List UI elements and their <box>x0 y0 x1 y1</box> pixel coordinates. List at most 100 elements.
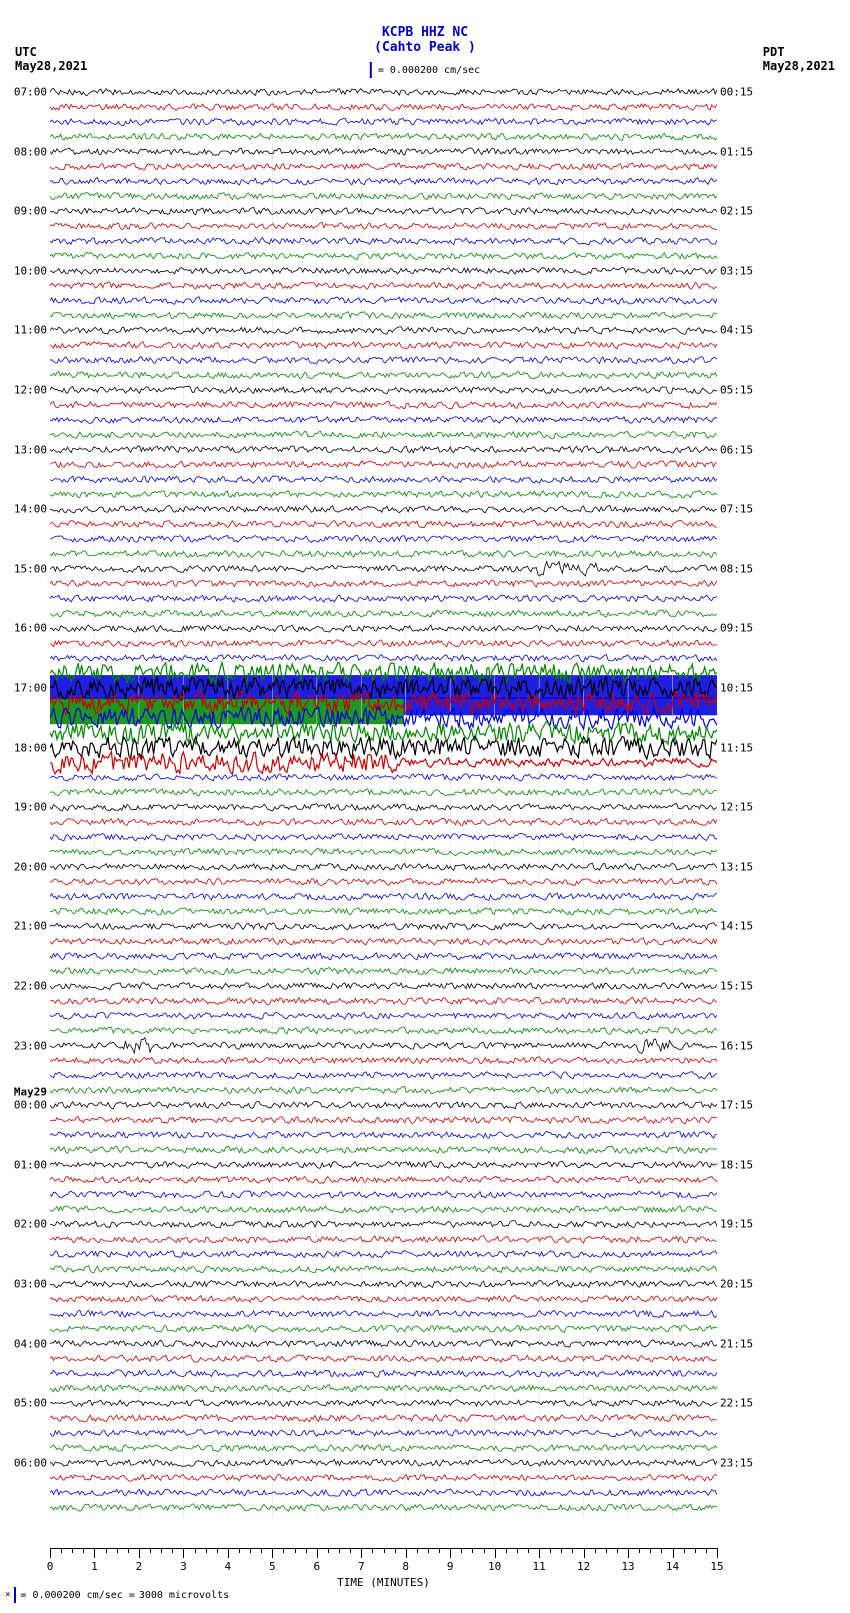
seismogram-trace <box>50 252 717 259</box>
x-tick-minor <box>439 1548 440 1553</box>
right-hour-label: 16:15 <box>717 1039 753 1052</box>
x-tick-minor <box>472 1548 473 1553</box>
seismogram-trace <box>50 655 717 662</box>
x-tick-major <box>495 1548 496 1558</box>
scale-bar-text: = 0.000200 cm/sec <box>378 65 480 76</box>
x-tick-major <box>673 1548 674 1558</box>
footer-tick: × <box>5 1590 10 1600</box>
left-hour-label: 16:00 <box>14 622 50 635</box>
x-tick-label: 4 <box>225 1560 232 1573</box>
x-tick-minor <box>461 1548 462 1553</box>
seismogram-trace <box>50 1340 717 1347</box>
x-tick-minor <box>517 1548 518 1553</box>
seismogram-trace <box>50 789 717 796</box>
right-hour-label: 21:15 <box>717 1337 753 1350</box>
x-tick-minor <box>417 1548 418 1553</box>
seismogram-trace <box>50 1296 717 1303</box>
left-hour-label: 20:00 <box>14 860 50 873</box>
seismogram-trace <box>50 1146 717 1153</box>
station-name: (Cahto Peak ) <box>0 40 850 55</box>
left-hour-label: 05:00 <box>14 1397 50 1410</box>
x-tick-major <box>228 1548 229 1558</box>
left-hour-label: 07:00 <box>14 86 50 99</box>
seismogram-trace <box>50 938 717 945</box>
seismogram-trace <box>50 431 717 438</box>
x-tick-minor <box>206 1548 207 1553</box>
seismogram-trace <box>50 327 717 334</box>
right-hour-label: 11:15 <box>717 741 753 754</box>
seismogram-trace <box>50 491 717 498</box>
x-tick-label: 8 <box>402 1560 409 1573</box>
scale-bar: = 0.000200 cm/sec <box>370 62 480 78</box>
x-tick-label: 6 <box>313 1560 320 1573</box>
seismogram-trace <box>50 580 717 587</box>
seismogram-trace <box>50 461 717 469</box>
left-hour-label: 02:00 <box>14 1218 50 1231</box>
x-tick-minor <box>328 1548 329 1553</box>
x-tick-major <box>361 1548 362 1558</box>
seismogram-trace <box>50 386 717 394</box>
seismogram-trace <box>50 312 717 319</box>
x-tick-major <box>539 1548 540 1558</box>
seismogram-trace <box>50 983 717 990</box>
x-tick-label: 9 <box>447 1560 454 1573</box>
x-tick-minor <box>295 1548 296 1553</box>
right-tz: PDT <box>763 45 835 59</box>
seismogram-trace <box>50 878 717 885</box>
x-tick-minor <box>661 1548 662 1553</box>
seismogram-trace <box>50 104 717 111</box>
x-tick-minor <box>350 1548 351 1553</box>
seismogram-trace <box>50 1266 717 1273</box>
seismogram-trace <box>50 1131 717 1138</box>
right-hour-label: 01:15 <box>717 145 753 158</box>
footer-text-a: = 0.000200 cm/sec = <box>20 1590 134 1601</box>
x-tick-label: 5 <box>269 1560 276 1573</box>
x-tick-label: 1 <box>91 1560 98 1573</box>
seismogram-trace <box>50 1161 717 1168</box>
x-tick-minor <box>161 1548 162 1553</box>
seismogram-trace <box>50 1012 717 1019</box>
seismogram-trace <box>50 193 717 200</box>
x-tick-label: 13 <box>621 1560 634 1573</box>
x-tick-label: 3 <box>180 1560 187 1573</box>
x-tick-minor <box>606 1548 607 1553</box>
seismogram-trace <box>50 1415 717 1422</box>
right-hour-label: 03:15 <box>717 264 753 277</box>
seismogram-trace <box>50 1355 717 1363</box>
x-tick-minor <box>595 1548 596 1553</box>
x-tick-major <box>406 1548 407 1558</box>
seismogram-trace <box>50 1325 717 1332</box>
left-hour-label: 15:00 <box>14 562 50 575</box>
seismogram-trace <box>50 1370 717 1377</box>
right-hour-label: 15:15 <box>717 980 753 993</box>
right-timezone-block: PDT May28,2021 <box>763 45 835 73</box>
left-hour-label: 21:00 <box>14 920 50 933</box>
x-tick-minor <box>250 1548 251 1553</box>
seismogram-trace <box>50 1504 717 1511</box>
seismogram-trace <box>50 118 717 125</box>
left-hour-label: 18:00 <box>14 741 50 754</box>
header: KCPB HHZ NC (Cahto Peak ) <box>0 25 850 55</box>
seismogram-trace <box>50 357 717 364</box>
x-tick-label: 2 <box>136 1560 143 1573</box>
seismogram-container: KCPB HHZ NC (Cahto Peak ) UTC May28,2021… <box>0 0 850 1613</box>
seismogram-trace <box>50 848 717 855</box>
right-hour-label: 13:15 <box>717 860 753 873</box>
x-tick-label: 15 <box>710 1560 723 1573</box>
right-hour-label: 12:15 <box>717 801 753 814</box>
x-tick-minor <box>306 1548 307 1553</box>
x-tick-major <box>94 1548 95 1558</box>
seismogram-trace <box>50 1474 717 1481</box>
seismogram-trace <box>50 833 717 840</box>
x-tick-major <box>50 1548 51 1558</box>
x-tick-minor <box>506 1548 507 1553</box>
x-tick-minor <box>617 1548 618 1553</box>
right-hour-label: 14:15 <box>717 920 753 933</box>
right-hour-label: 02:15 <box>717 205 753 218</box>
seismogram-trace <box>50 268 717 275</box>
right-hour-label: 20:15 <box>717 1278 753 1291</box>
left-hour-label: 01:00 <box>14 1158 50 1171</box>
x-tick-minor <box>150 1548 151 1553</box>
x-tick-major <box>584 1548 585 1558</box>
left-hour-label: 22:00 <box>14 980 50 993</box>
